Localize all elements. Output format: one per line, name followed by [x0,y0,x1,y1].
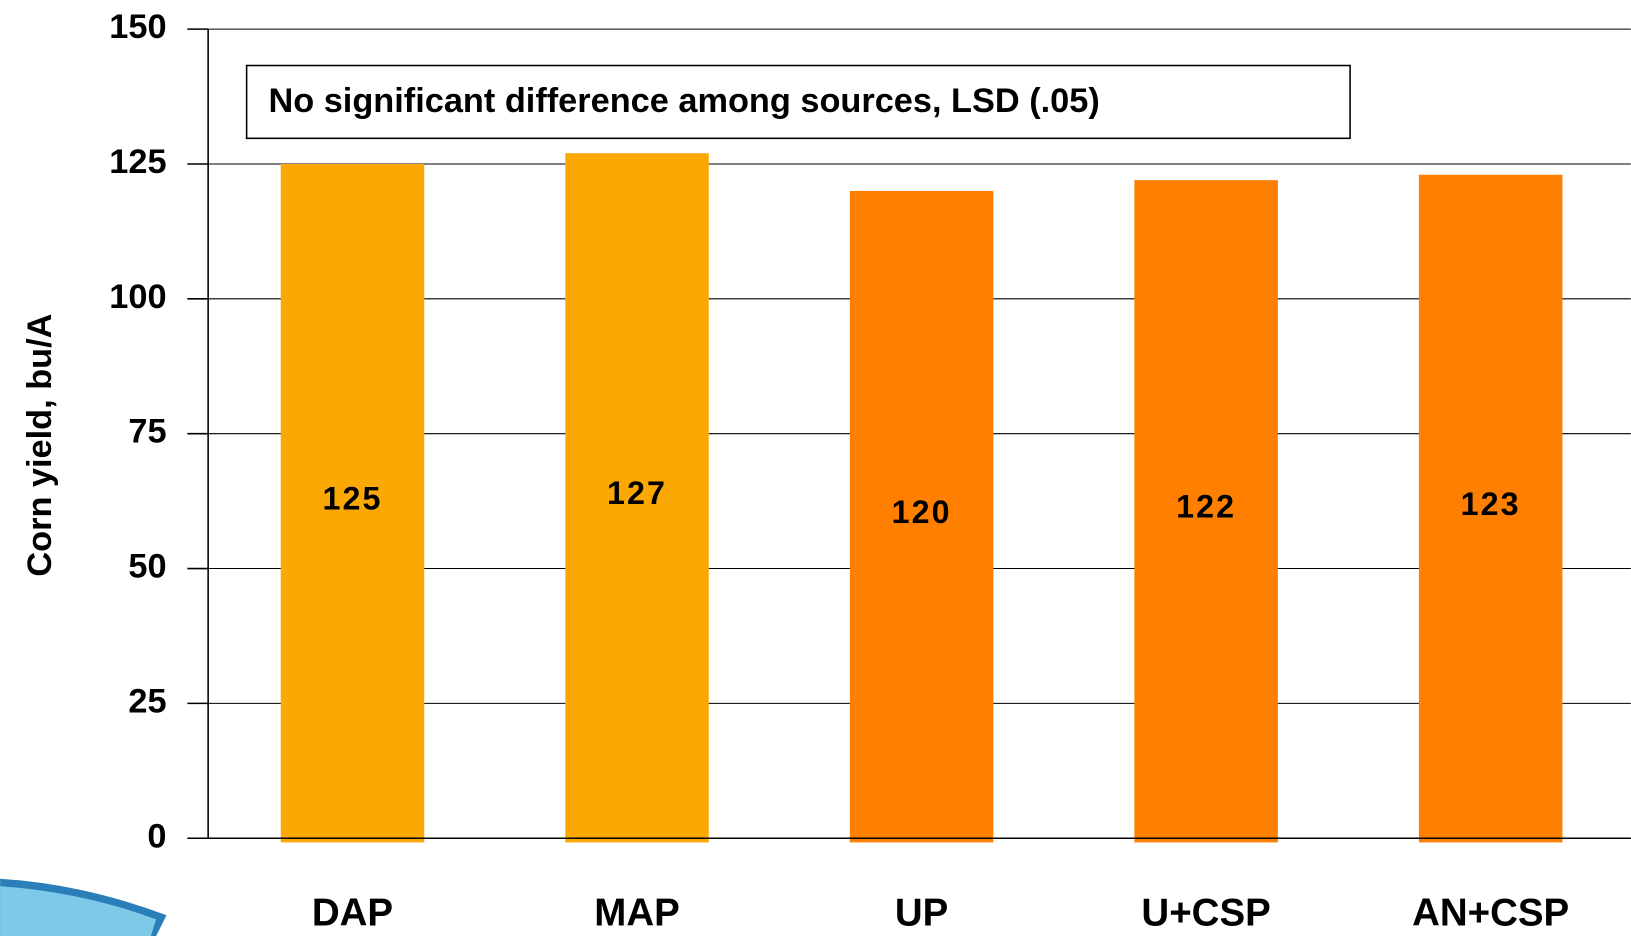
annotation: No significant difference among sources,… [268,82,1099,120]
bar [1418,174,1563,843]
bar [849,190,994,843]
y-tick-label: 100 [109,278,166,316]
decoration-swoosh-light [0,886,157,936]
y-tick-label: 50 [128,548,166,586]
x-tick-label: UP [895,891,948,934]
bar [565,153,709,843]
y-tick-label: 25 [128,682,166,720]
y-tick-label: 150 [109,8,166,46]
bar [1134,180,1278,843]
value-label: 127 [607,475,667,511]
x-tick-label: AN+CSP [1412,891,1569,934]
x-tick-label: U+CSP [1141,891,1270,934]
y-tick-label: 0 [147,817,166,855]
value-label: 125 [322,481,382,517]
y-tick-label: 125 [109,143,166,181]
x-tick-label: DAP [312,891,393,934]
value-label: 120 [892,494,952,530]
bars [280,153,1563,843]
value-label: 123 [1461,486,1521,522]
bar [280,163,425,843]
y-axis-label: Corn yield, bu/A [21,314,59,577]
y-tick-label: 75 [128,413,166,451]
annotation-box [245,64,1351,140]
value-label: 122 [1176,489,1236,525]
x-tick-label: MAP [594,891,679,934]
